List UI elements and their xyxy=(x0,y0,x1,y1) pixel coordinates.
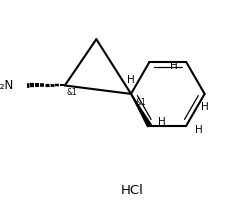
Text: H: H xyxy=(195,125,202,135)
Text: H: H xyxy=(127,75,135,85)
Polygon shape xyxy=(131,94,151,127)
Text: H: H xyxy=(158,117,166,127)
Text: &1: &1 xyxy=(67,88,78,96)
Text: HCl: HCl xyxy=(121,184,144,197)
Text: H₂N: H₂N xyxy=(0,79,14,92)
Text: H: H xyxy=(201,102,208,112)
Text: H: H xyxy=(170,61,178,71)
Text: &1: &1 xyxy=(135,98,146,107)
